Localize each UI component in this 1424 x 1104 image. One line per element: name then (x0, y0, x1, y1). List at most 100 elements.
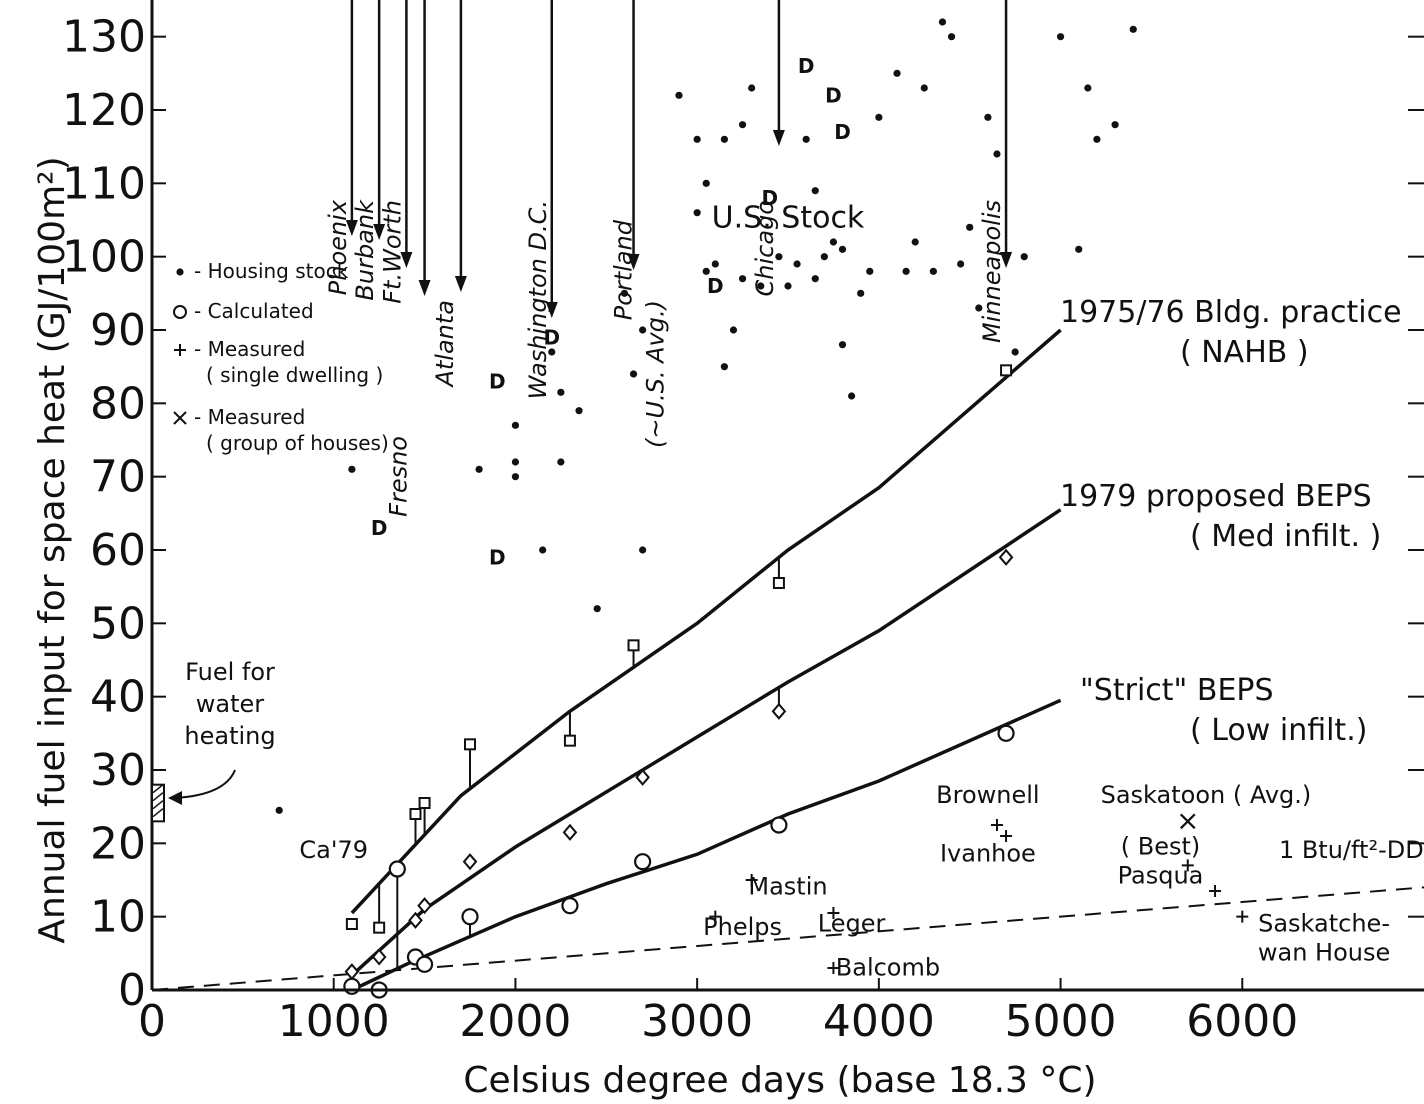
measured-plus-point (1000, 830, 1013, 842)
x-axis-title: Celsius degree days (base 18.3 °C) (463, 1060, 1096, 1101)
annotation-text: Saskatoon ( Avg.) (1101, 781, 1312, 809)
legend-cross-symbol (173, 411, 187, 425)
series-line-label: 1979 proposed BEPS (1060, 479, 1372, 514)
housing-stock-dot (620, 289, 629, 297)
diamond-point (998, 548, 1014, 566)
square-point (563, 734, 576, 747)
legend-label: - Calculated (194, 299, 314, 323)
x-tick-label: 5000 (1005, 996, 1117, 1047)
annotation-text: Brownell (936, 781, 1039, 809)
housing-stock-dot (966, 223, 974, 231)
x-tick-label: 4000 (823, 996, 935, 1047)
city-markers: Phoenix Burbank Ft.Worth Fresno Atlanta Washi… (324, 0, 1013, 517)
measured-plus-point (1236, 910, 1249, 923)
housing-stock-dot (738, 121, 747, 129)
housing-stock-dot (848, 392, 856, 400)
housing-stock-dot (1056, 33, 1065, 41)
y-tick-label: 10 (90, 892, 146, 943)
square-point (373, 921, 386, 934)
annotation-text: Phelps (703, 913, 782, 941)
city-arrowhead (373, 224, 386, 240)
legend-label: - Measured (194, 337, 305, 361)
housing-stock-dot (475, 465, 483, 473)
housing-stock-dot (993, 150, 1001, 158)
y-tick-label: 50 (90, 598, 146, 649)
water-heating-label: heating (184, 722, 275, 750)
annotation-text: Ivanhoe (940, 840, 1036, 868)
y-tick-label: 110 (62, 158, 146, 209)
housing-stock-dot (757, 282, 765, 290)
x-tick-label: 3000 (641, 996, 753, 1047)
circle-point (997, 724, 1015, 742)
housing-stock-dot (693, 209, 701, 217)
housing-stock-dot (820, 253, 828, 261)
calculated-d-marker: D (762, 186, 779, 210)
housing-stock-dot (893, 69, 901, 77)
housing-stock-dot (838, 341, 847, 349)
annotation-text: ( Best) (1121, 832, 1201, 860)
housing-stock-dot (738, 275, 747, 283)
y-tick-label: 120 (62, 85, 146, 136)
annotation-text: Pasqua (1118, 862, 1204, 890)
y-tick-label: 70 (90, 452, 146, 503)
housing-stock-dot (702, 267, 710, 275)
calculated-d-marker: D (707, 274, 724, 298)
diamond-point (344, 963, 360, 981)
diamond-point (417, 897, 432, 915)
chart-labels: 1975/76 Bldg. practice ( NAHB ) 1979 propo… (151, 200, 1424, 981)
housing-stock-dot (693, 135, 701, 143)
diamond-point (462, 853, 478, 871)
calculated-d-marker: D (798, 54, 815, 78)
diamond-point (635, 768, 650, 786)
housing-stock-dot (275, 806, 283, 814)
square-point (418, 797, 431, 809)
measured-plus-point (827, 962, 840, 974)
calculated-d-marker: D (371, 516, 388, 540)
y-tick-label: 80 (90, 378, 146, 429)
housing-stock-dot (639, 326, 647, 334)
measured-plus-point (709, 910, 722, 923)
measured-plus-point (745, 874, 758, 886)
housing-stock-dot (557, 458, 565, 466)
annotation-text: Balcomb (836, 953, 940, 981)
water-heating-hatch (152, 800, 164, 810)
city-label: Fresno (385, 436, 413, 517)
city-label: Atlanta (431, 300, 459, 389)
measured-group-cross (1179, 813, 1196, 830)
calculated-d-marker: D (489, 545, 506, 569)
y-tick-label: 90 (90, 305, 146, 356)
series-line-label: "Strict" BEPS (1080, 673, 1274, 708)
city-arrowhead (545, 302, 558, 318)
housing-stock-dot (811, 187, 819, 195)
city-label: Minneapolis (978, 200, 1006, 343)
circle-point (461, 908, 479, 926)
housing-stock-dot (875, 113, 883, 121)
legend-plus-symbol (174, 344, 186, 356)
circle-point (561, 897, 579, 915)
water-heating-hatch (152, 784, 164, 794)
axes (150, 0, 1424, 992)
housing-stock-dot (1111, 121, 1119, 129)
square-point (345, 918, 358, 930)
y-tick-label: 130 (62, 12, 146, 63)
housing-stock-dot (711, 260, 719, 268)
city-arrowhead (627, 254, 640, 270)
housing-stock-dot (1075, 245, 1083, 253)
diamond-point (371, 948, 387, 966)
water-heating-hatch (152, 808, 164, 818)
city-label: Burbank (351, 199, 379, 301)
housing-stock-dot (511, 458, 520, 466)
measured-plus-point (1181, 859, 1194, 872)
measured-plus-point (827, 907, 840, 919)
housing-stock-dot (539, 546, 547, 554)
housing-stock-dot (1093, 135, 1101, 143)
housing-stock-dot (929, 267, 937, 275)
series-line-label: ( Low infilt.) (1190, 713, 1367, 748)
housing-stock-dot (629, 370, 638, 378)
housing-stock-dot (838, 245, 847, 253)
city-label: Washington D.C. (524, 200, 552, 399)
housing-stock-dot (902, 267, 910, 275)
diamond-point (562, 823, 578, 841)
